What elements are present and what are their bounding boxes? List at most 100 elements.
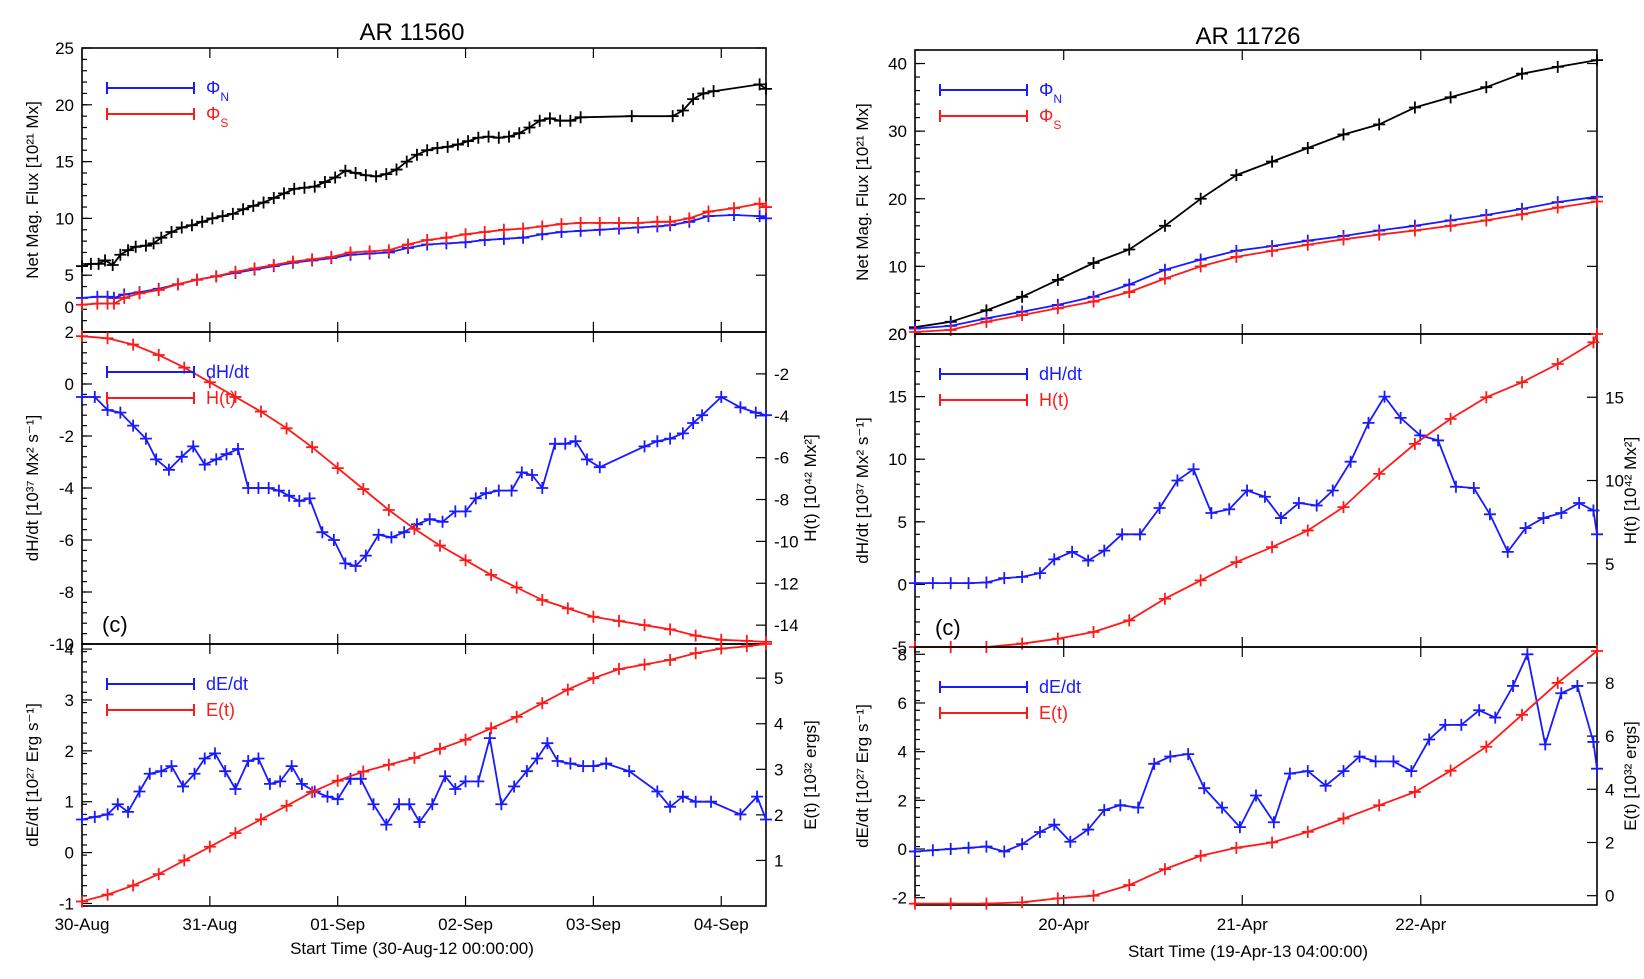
data-point bbox=[1267, 816, 1280, 829]
data-point bbox=[1216, 801, 1229, 814]
data-point bbox=[612, 663, 625, 676]
data-point bbox=[439, 770, 452, 783]
series-line bbox=[81, 643, 767, 903]
y-tick-label: 15 bbox=[888, 388, 907, 407]
data-point bbox=[267, 191, 280, 204]
data-point bbox=[1444, 91, 1457, 104]
data-point bbox=[676, 790, 689, 803]
data-point bbox=[143, 767, 156, 780]
data-point bbox=[734, 401, 747, 414]
data-point bbox=[1344, 455, 1357, 468]
legend-label-main: Φ bbox=[206, 78, 220, 98]
data-point bbox=[561, 683, 574, 696]
data-point bbox=[1194, 849, 1207, 862]
data-point bbox=[372, 528, 385, 541]
y-right-axis-label: E(t) [10³² ergs] bbox=[801, 720, 820, 830]
data-point bbox=[593, 461, 606, 474]
data-point bbox=[272, 484, 285, 497]
y-tick-label: 15 bbox=[55, 153, 74, 172]
y-right-tick-label: -6 bbox=[774, 449, 789, 468]
data-point bbox=[541, 737, 554, 750]
data-point bbox=[1153, 502, 1166, 515]
data-point bbox=[1551, 357, 1564, 370]
legend-label: dE/dt bbox=[1039, 677, 1081, 697]
data-point bbox=[152, 349, 165, 362]
series-line bbox=[914, 651, 1598, 853]
data-point bbox=[171, 278, 184, 291]
data-point bbox=[1539, 738, 1552, 751]
data-point bbox=[1098, 544, 1111, 557]
legend-entry: dE/dt bbox=[939, 677, 1081, 697]
data-point bbox=[1301, 238, 1314, 251]
legend-label-main: E(t) bbox=[1039, 703, 1068, 723]
y-tick-label: 2 bbox=[898, 791, 907, 810]
data-point bbox=[1051, 302, 1064, 315]
data-point bbox=[549, 437, 562, 450]
data-point bbox=[1337, 128, 1350, 141]
data-point bbox=[1444, 412, 1457, 425]
data-point bbox=[436, 515, 449, 528]
data-point bbox=[1164, 750, 1177, 763]
data-point bbox=[306, 441, 319, 454]
data-point bbox=[344, 246, 357, 259]
data-point bbox=[187, 440, 200, 453]
chart-ar11726: AR 11726 Start Time (19-Apr-13 04:00:00)… bbox=[853, 23, 1640, 961]
data-point bbox=[1394, 411, 1407, 424]
data-point bbox=[1230, 250, 1243, 263]
data-point bbox=[114, 248, 127, 261]
data-point bbox=[410, 148, 423, 161]
data-point bbox=[1587, 504, 1600, 517]
data-point bbox=[1158, 592, 1171, 605]
legend-label: H(t) bbox=[1039, 390, 1069, 410]
data-point bbox=[349, 560, 362, 572]
data-point bbox=[1555, 507, 1568, 520]
data-point bbox=[760, 409, 772, 422]
panel-helicity: -10 -8 -6 -4 -2 0 2 -14 -12 -10 -8 -6 -4 -2 H(t) [10⁴²… bbox=[23, 323, 820, 654]
data-point bbox=[359, 549, 372, 562]
legend-label-main: dE/dt bbox=[1039, 677, 1081, 697]
data-point bbox=[1123, 243, 1136, 256]
data-point bbox=[421, 144, 434, 157]
legend-entry: dH/dt bbox=[939, 364, 1082, 384]
data-point bbox=[1198, 782, 1211, 795]
series-line bbox=[914, 195, 1598, 330]
data-point bbox=[316, 526, 329, 539]
data-point bbox=[288, 182, 301, 195]
data-point bbox=[1082, 823, 1095, 836]
data-point bbox=[1587, 735, 1600, 748]
legend-label-main: Φ bbox=[206, 104, 220, 124]
data-point bbox=[1158, 272, 1171, 285]
legend-label-main: H(t) bbox=[206, 388, 236, 408]
data-point bbox=[252, 752, 265, 765]
data-point bbox=[517, 222, 530, 235]
data-point bbox=[433, 539, 446, 552]
data-point bbox=[459, 228, 472, 241]
y-tick-label: -2 bbox=[892, 889, 907, 908]
y-tick-label: -4 bbox=[59, 479, 74, 498]
data-point bbox=[760, 813, 772, 826]
y-right-axis-label: E(t) [10³² ergs] bbox=[1621, 721, 1640, 831]
data-point bbox=[1301, 524, 1314, 537]
data-point bbox=[1033, 825, 1046, 838]
y-tick-label: 4 bbox=[65, 640, 74, 659]
data-point bbox=[421, 233, 434, 246]
series-line bbox=[81, 737, 767, 827]
data-point bbox=[441, 140, 454, 153]
y-tick-label: 20 bbox=[55, 96, 74, 115]
y-right-tick-label: -2 bbox=[774, 365, 789, 384]
data-point bbox=[433, 742, 446, 755]
data-point bbox=[363, 245, 376, 258]
data-point bbox=[101, 808, 114, 821]
data-point bbox=[185, 219, 198, 232]
data-point bbox=[1194, 260, 1207, 273]
data-point bbox=[1337, 812, 1350, 825]
data-point bbox=[1310, 499, 1323, 512]
y-tick-label: 8 bbox=[898, 645, 907, 664]
data-point bbox=[536, 482, 549, 494]
data-point bbox=[403, 798, 416, 811]
data-point bbox=[303, 492, 316, 505]
data-point bbox=[327, 534, 340, 546]
y-axis-label: dH/dt [10³⁷ Mx² s⁻¹] bbox=[23, 415, 42, 561]
data-point bbox=[280, 422, 293, 435]
data-point bbox=[129, 240, 142, 253]
